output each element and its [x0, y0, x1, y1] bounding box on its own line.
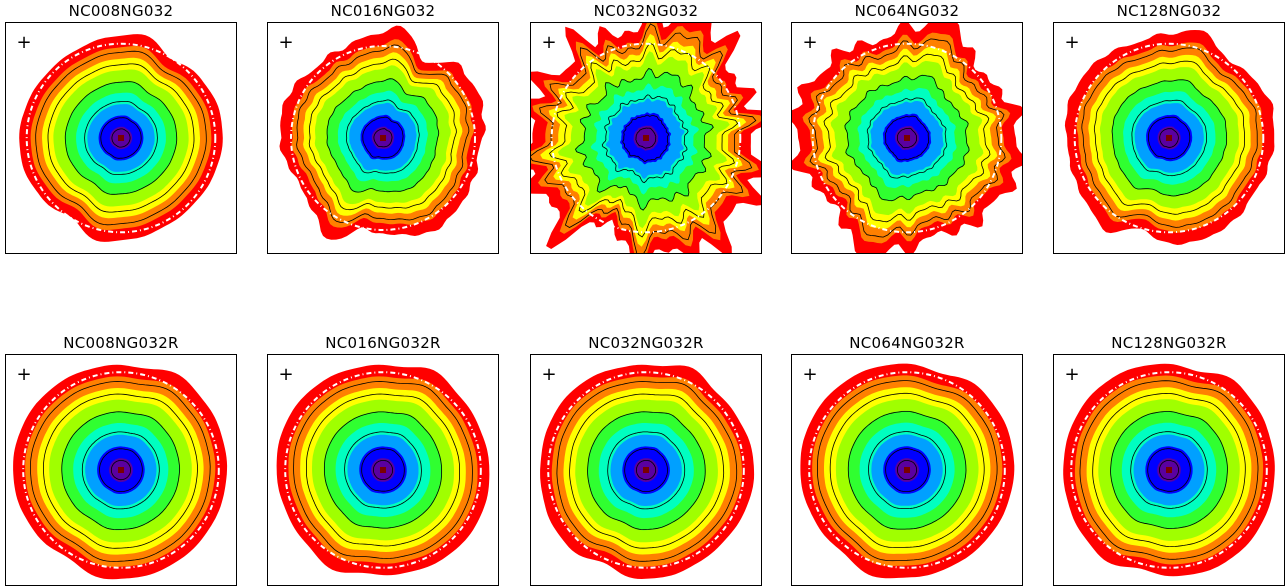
panel-nc064ng032: NC064NG032 + [791, 0, 1023, 256]
center-peak [118, 135, 124, 141]
panel-title: NC128NG032R [1053, 332, 1285, 354]
center-peak [380, 467, 386, 473]
plus-marker: + [1064, 32, 1079, 53]
panel-nc064ng032r: NC064NG032R + [791, 332, 1023, 588]
center-peak [1166, 135, 1172, 141]
density-map-svg: + [1054, 23, 1284, 253]
plus-marker: + [278, 32, 293, 53]
panel-title: NC032NG032R [530, 332, 762, 354]
center-peak [904, 467, 910, 473]
center-peak [643, 467, 649, 473]
panel-title: NC008NG032R [5, 332, 237, 354]
density-map-plot: + [267, 354, 499, 586]
panel-title: NC064NG032R [791, 332, 1023, 354]
plus-marker: + [1064, 364, 1079, 385]
density-map-plot: + [267, 22, 499, 254]
plus-marker: + [278, 364, 293, 385]
panel-nc016ng032r: NC016NG032R + [267, 332, 499, 588]
panel-title: NC064NG032 [791, 0, 1023, 22]
plus-marker: + [541, 32, 556, 53]
panel-nc128ng032r: NC128NG032R + [1053, 332, 1285, 588]
panel-nc128ng032: NC128NG032 + [1053, 0, 1285, 256]
panel-nc016ng032: NC016NG032 + [267, 0, 499, 256]
density-map-svg: + [1054, 355, 1284, 585]
plus-marker: + [802, 32, 817, 53]
density-map-plot: + [791, 22, 1023, 254]
panel-nc008ng032r: NC008NG032R + [5, 332, 237, 588]
panel-title: NC032NG032 [530, 0, 762, 22]
plus-marker: + [16, 32, 31, 53]
center-peak [118, 467, 124, 473]
density-map-svg: + [531, 23, 761, 253]
center-peak [380, 135, 386, 141]
center-peak [643, 135, 649, 141]
center-peak [904, 135, 910, 141]
panel-title: NC008NG032 [5, 0, 237, 22]
panel-nc032ng032: NC032NG032 + [530, 0, 762, 256]
density-map-plot: + [530, 22, 762, 254]
density-map-svg: + [268, 355, 498, 585]
plus-marker: + [16, 364, 31, 385]
density-map-svg: + [531, 355, 761, 585]
density-map-svg: + [6, 355, 236, 585]
panel-title: NC128NG032 [1053, 0, 1285, 22]
density-map-plot: + [791, 354, 1023, 586]
center-peak [1166, 467, 1172, 473]
density-map-svg: + [792, 23, 1022, 253]
density-map-plot: + [530, 354, 762, 586]
density-map-plot: + [1053, 22, 1285, 254]
panel-title: NC016NG032R [267, 332, 499, 354]
density-map-plot: + [5, 354, 237, 586]
plus-marker: + [541, 364, 556, 385]
plus-marker: + [802, 364, 817, 385]
panel-title: NC016NG032 [267, 0, 499, 22]
panel-nc008ng032: NC008NG032 + [5, 0, 237, 256]
density-map-svg: + [6, 23, 236, 253]
density-map-plot: + [1053, 354, 1285, 586]
density-map-svg: + [792, 355, 1022, 585]
density-map-plot: + [5, 22, 237, 254]
panel-nc032ng032r: NC032NG032R + [530, 332, 762, 588]
density-map-svg: + [268, 23, 498, 253]
